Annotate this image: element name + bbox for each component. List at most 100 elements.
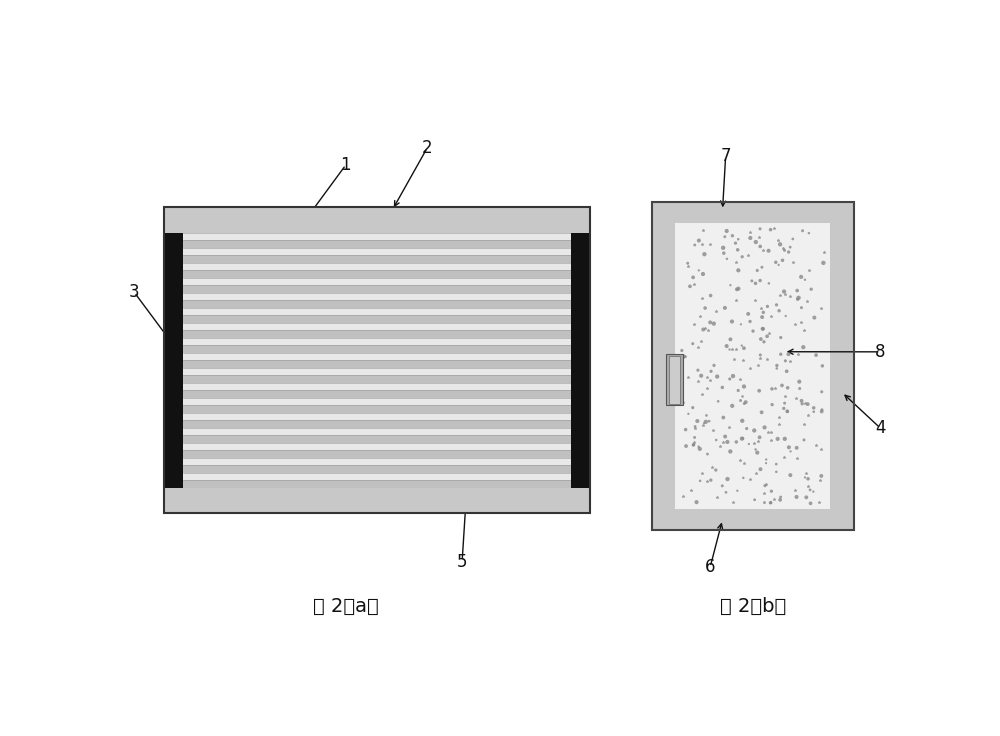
Text: 图 2（a）: 图 2（a） xyxy=(313,598,379,616)
Point xyxy=(793,271,809,283)
Point xyxy=(789,453,805,464)
Point xyxy=(760,426,776,438)
Bar xyxy=(669,356,680,404)
Point xyxy=(699,475,715,486)
Bar xyxy=(183,443,571,450)
Point xyxy=(794,398,810,410)
Point xyxy=(776,244,792,256)
Text: 8: 8 xyxy=(875,343,886,361)
Point xyxy=(741,438,757,450)
Point xyxy=(744,275,760,287)
Point xyxy=(695,224,711,236)
Point xyxy=(795,225,811,237)
Point xyxy=(764,399,780,411)
Point xyxy=(756,497,772,509)
Bar xyxy=(652,202,854,531)
Bar xyxy=(666,355,683,406)
Point xyxy=(692,475,708,486)
Point xyxy=(781,348,797,360)
Point xyxy=(680,371,696,383)
Point xyxy=(708,305,724,317)
Point xyxy=(730,385,746,397)
Text: 7: 7 xyxy=(720,147,731,166)
Point xyxy=(787,318,803,330)
Point xyxy=(720,473,736,485)
Point xyxy=(728,343,744,355)
Bar xyxy=(183,473,571,481)
Point xyxy=(755,244,771,255)
Point xyxy=(746,425,762,436)
Point xyxy=(787,484,803,495)
Point xyxy=(677,350,693,362)
Point xyxy=(759,353,775,364)
Point xyxy=(735,472,751,484)
Point xyxy=(798,492,814,503)
Point xyxy=(777,355,793,367)
Point xyxy=(719,253,735,265)
Point xyxy=(779,365,795,377)
Bar xyxy=(183,383,571,390)
Point xyxy=(691,441,707,453)
Point xyxy=(714,381,730,393)
Point xyxy=(773,332,789,344)
Text: 1: 1 xyxy=(341,156,351,174)
Point xyxy=(782,355,798,367)
Bar xyxy=(183,420,571,428)
Point xyxy=(701,415,717,427)
Point xyxy=(680,408,696,420)
Bar xyxy=(183,315,571,323)
Point xyxy=(748,467,764,478)
Point xyxy=(798,467,814,479)
Point xyxy=(733,394,749,406)
Bar xyxy=(183,353,571,361)
Point xyxy=(722,373,738,385)
Point xyxy=(745,325,761,337)
Point xyxy=(751,385,767,397)
Point xyxy=(752,275,768,286)
Point xyxy=(689,496,705,508)
Point xyxy=(674,344,690,356)
Point xyxy=(676,351,692,363)
Point xyxy=(678,440,694,452)
Point xyxy=(806,402,822,414)
Point xyxy=(790,293,806,305)
Point xyxy=(725,370,741,382)
Point xyxy=(753,463,769,475)
Point xyxy=(742,232,758,244)
Bar xyxy=(652,202,854,223)
Point xyxy=(749,447,765,459)
Point xyxy=(796,434,812,446)
Point xyxy=(738,396,754,408)
Point xyxy=(694,388,710,400)
Point xyxy=(700,325,716,336)
Point xyxy=(708,464,724,476)
Point xyxy=(772,289,788,301)
Point xyxy=(795,342,811,353)
Point xyxy=(703,365,719,377)
Point xyxy=(753,333,769,345)
Point xyxy=(769,360,785,372)
Point xyxy=(694,467,710,479)
Point xyxy=(730,283,746,294)
Point xyxy=(752,352,768,364)
Point xyxy=(742,362,758,374)
Point xyxy=(752,431,768,443)
Point xyxy=(675,368,691,380)
Bar xyxy=(652,202,854,531)
Point xyxy=(736,342,752,354)
Point xyxy=(814,404,830,416)
Point xyxy=(678,424,694,436)
Text: 图 2（b）: 图 2（b） xyxy=(720,598,786,616)
Point xyxy=(750,435,766,447)
Bar xyxy=(183,436,571,443)
Point xyxy=(724,230,740,241)
Point xyxy=(683,484,699,496)
Point xyxy=(771,411,787,422)
Point xyxy=(755,306,771,318)
Point xyxy=(691,264,707,276)
Point xyxy=(739,422,755,434)
Point xyxy=(755,323,771,335)
Bar xyxy=(183,428,571,436)
Point xyxy=(757,422,773,434)
Point xyxy=(806,312,822,324)
